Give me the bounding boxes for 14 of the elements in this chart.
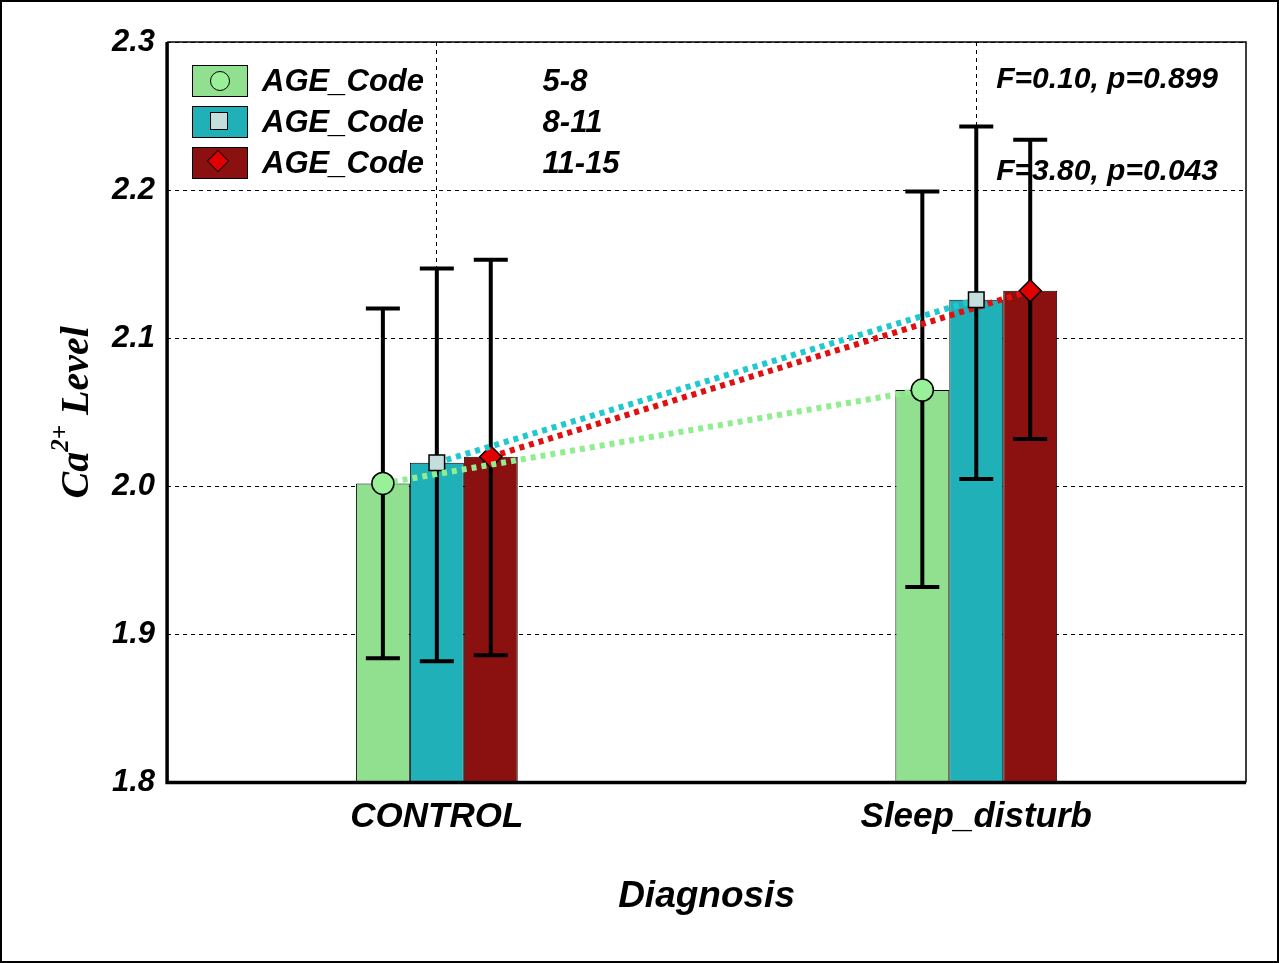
legend-label: AGE_Code 8-11 <box>262 103 603 141</box>
y-axis-title: Ca2+ Level <box>45 325 98 499</box>
x-tick-label: CONTROL <box>350 795 524 835</box>
legend-label: AGE_Code 5-8 <box>262 62 588 100</box>
x-tick-label: Sleep_disturb <box>860 795 1092 835</box>
legend-label: AGE_Code 11-15 <box>262 144 620 182</box>
y-tick-label: 2.1 <box>110 318 156 354</box>
x-axis-title: Diagnosis <box>618 874 795 915</box>
y-tick-label: 1.8 <box>111 763 156 799</box>
y-tick-label: 2.2 <box>110 170 156 206</box>
y-tick-label: 2.0 <box>110 466 156 502</box>
y-tick-label: 1.9 <box>111 615 156 651</box>
y-tick-label: 2.3 <box>110 22 156 58</box>
annotation: F=0.10, p=0.899 <box>996 61 1219 95</box>
